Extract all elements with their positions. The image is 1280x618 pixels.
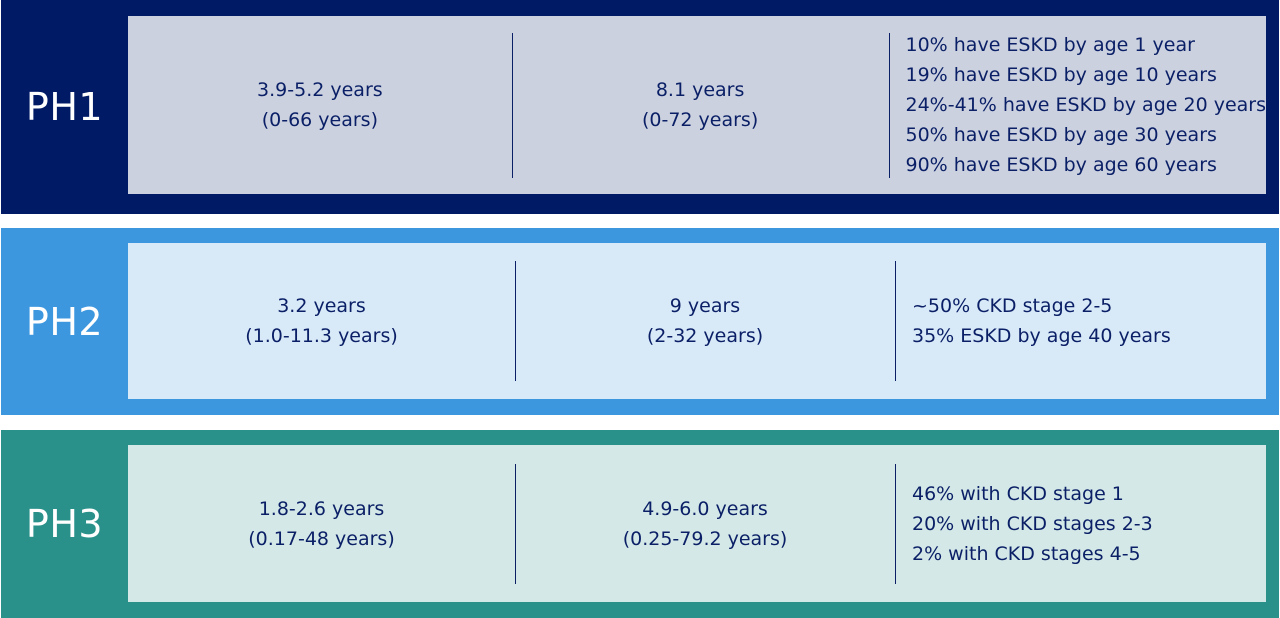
column-divider: [888, 33, 890, 178]
cell-col1: 3.9-5.2 years (0-66 years): [128, 16, 512, 194]
row-ph1: PH1 3.9-5.2 years (0-66 years) 8.1 years…: [1, 0, 1279, 214]
cell-text: (0-72 years): [641, 109, 759, 131]
cell-text: 90% have ESKD by age 60 years: [905, 154, 1217, 176]
cell-col1: 3.2 years (1.0-11.3 years): [128, 243, 515, 399]
cell-text: 1.8-2.6 years: [258, 497, 385, 520]
cell-col2: 8.1 years (0-72 years): [511, 16, 889, 194]
row-panel: 3.2 years (1.0-11.3 years) 9 years (2-32…: [128, 243, 1266, 399]
cell-col3: ~50% CKD stage 2-5 35% ESKD by age 40 ye…: [895, 243, 1266, 399]
column-divider: [515, 464, 516, 584]
cell-text: 46% with CKD stage 1: [912, 482, 1124, 505]
row-ph3: PH3 1.8-2.6 years (0.17-48 years) 4.9-6.…: [1, 430, 1279, 618]
column-divider: [515, 261, 516, 381]
cell-text: 4.9-6.0 years: [642, 497, 768, 520]
column-divider: [895, 261, 896, 381]
row-label: PH2: [25, 299, 104, 344]
cell-text: 8.1 years: [655, 79, 745, 101]
cell-text: (1.0-11.3 years): [245, 325, 398, 347]
row-panel: 3.9-5.2 years (0-66 years) 8.1 years (0-…: [128, 16, 1266, 194]
cell-text: 9 years: [669, 295, 741, 317]
cell-text: 20% with CKD stages 2-3: [912, 512, 1153, 535]
cell-text: 19% have ESKD by age 10 years: [905, 64, 1217, 86]
cell-text: (0-66 years): [261, 109, 378, 131]
cell-text: 50% have ESKD by age 30 years: [905, 124, 1217, 146]
row-label: PH1: [25, 85, 104, 129]
cell-text: 3.9-5.2 years: [257, 79, 383, 101]
row-panel: 1.8-2.6 years (0.17-48 years) 4.9-6.0 ye…: [128, 445, 1266, 602]
cell-col1: 1.8-2.6 years (0.17-48 years): [128, 445, 515, 602]
row-ph2: PH2 3.2 years (1.0-11.3 years) 9 years (…: [1, 228, 1279, 415]
cell-text: (2-32 years): [646, 325, 764, 347]
cell-text: ~50% CKD stage 2-5: [912, 295, 1113, 317]
column-divider: [511, 33, 513, 178]
cell-text: 35% ESKD by age 40 years: [912, 325, 1171, 347]
cell-text: 2% with CKD stages 4-5: [912, 542, 1141, 565]
row-label: PH3: [25, 502, 104, 546]
cell-col3: 46% with CKD stage 1 20% with CKD stages…: [895, 445, 1266, 602]
cell-text: 24%-41% have ESKD by age 20 years: [905, 94, 1267, 116]
cell-text: 10% have ESKD by age 1 year: [905, 34, 1195, 56]
cell-col2: 9 years (2-32 years): [515, 243, 895, 399]
cell-text: (0.17-48 years): [248, 527, 395, 550]
cell-col2: 4.9-6.0 years (0.25-79.2 years): [515, 445, 895, 602]
cell-text: 3.2 years: [277, 295, 366, 317]
cell-text: (0.25-79.2 years): [622, 527, 788, 550]
column-divider: [895, 464, 896, 584]
cell-col3: 10% have ESKD by age 1 year 19% have ESK…: [888, 16, 1267, 194]
